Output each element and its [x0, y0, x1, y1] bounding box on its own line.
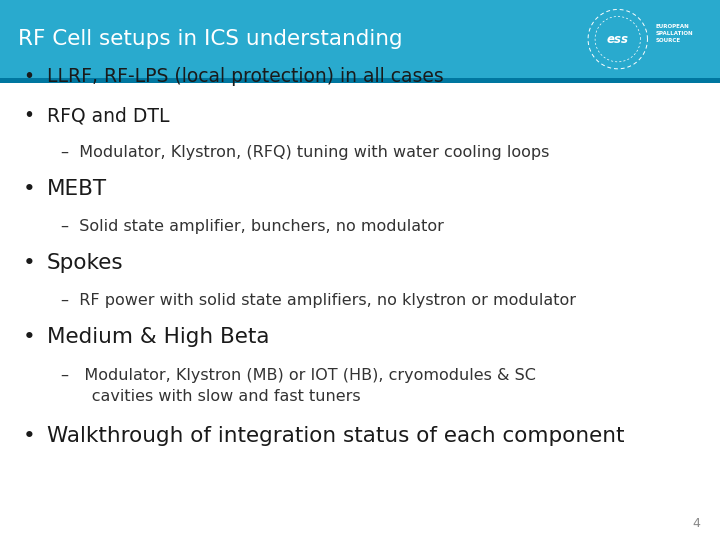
- Bar: [0, 0, 720, 78]
- Text: •: •: [23, 253, 36, 273]
- Text: 4: 4: [692, 517, 700, 530]
- Text: •: •: [23, 327, 36, 347]
- Text: LLRF, RF-LPS (local protection) in all cases: LLRF, RF-LPS (local protection) in all c…: [47, 67, 444, 86]
- Bar: [0, 78, 720, 83]
- Text: •: •: [23, 426, 36, 447]
- Text: RF Cell setups in ICS understanding: RF Cell setups in ICS understanding: [18, 29, 402, 49]
- Text: –   Modulator, Klystron (MB) or IOT (HB), cryomodules & SC
      cavities with s: – Modulator, Klystron (MB) or IOT (HB), …: [61, 368, 536, 404]
- Text: •: •: [23, 179, 36, 199]
- Text: EUROPEAN
SPALLATION
SOURCE: EUROPEAN SPALLATION SOURCE: [655, 24, 693, 43]
- Text: ess: ess: [607, 32, 629, 46]
- Text: –  RF power with solid state amplifiers, no klystron or modulator: – RF power with solid state amplifiers, …: [61, 293, 576, 308]
- Text: MEBT: MEBT: [47, 179, 107, 199]
- Text: Spokes: Spokes: [47, 253, 123, 273]
- Text: –  Modulator, Klystron, (RFQ) tuning with water cooling loops: – Modulator, Klystron, (RFQ) tuning with…: [61, 145, 549, 160]
- Text: –  Solid state amplifier, bunchers, no modulator: – Solid state amplifier, bunchers, no mo…: [61, 219, 444, 234]
- Text: •: •: [23, 67, 34, 86]
- Text: Walkthrough of integration status of each component: Walkthrough of integration status of eac…: [47, 426, 624, 447]
- Text: Medium & High Beta: Medium & High Beta: [47, 327, 269, 347]
- Text: •: •: [23, 106, 34, 125]
- Text: RFQ and DTL: RFQ and DTL: [47, 106, 169, 125]
